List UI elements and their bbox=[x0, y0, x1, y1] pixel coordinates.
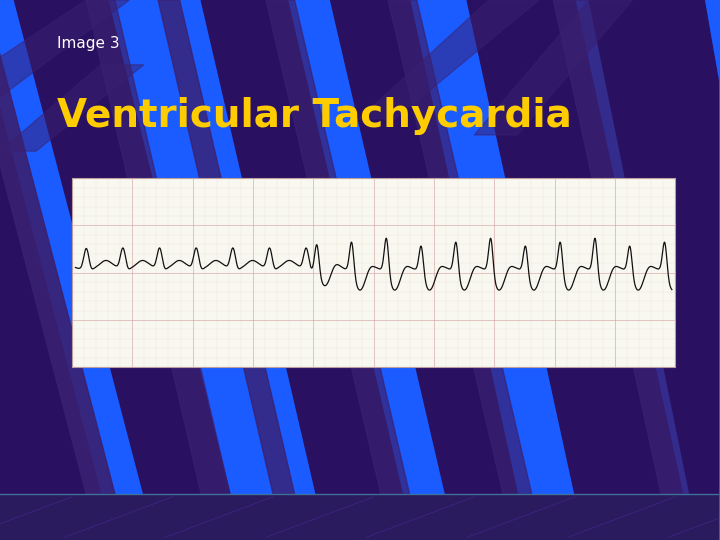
Polygon shape bbox=[14, 0, 230, 494]
Polygon shape bbox=[0, 0, 101, 494]
Text: Image 3: Image 3 bbox=[58, 36, 120, 51]
Bar bbox=[0, 494, 719, 540]
Polygon shape bbox=[158, 0, 294, 494]
Polygon shape bbox=[0, 0, 115, 494]
Polygon shape bbox=[467, 0, 683, 494]
Text: Ventricular Tachycardia: Ventricular Tachycardia bbox=[58, 97, 572, 135]
Bar bbox=[72, 178, 675, 367]
Polygon shape bbox=[330, 0, 518, 494]
Polygon shape bbox=[0, 0, 36, 494]
Polygon shape bbox=[474, 0, 632, 135]
Polygon shape bbox=[86, 0, 230, 494]
Polygon shape bbox=[589, 0, 720, 494]
Polygon shape bbox=[359, 0, 539, 119]
Polygon shape bbox=[0, 65, 144, 151]
Polygon shape bbox=[266, 0, 410, 494]
Polygon shape bbox=[0, 0, 130, 97]
Polygon shape bbox=[201, 0, 402, 494]
Polygon shape bbox=[388, 0, 532, 494]
Polygon shape bbox=[554, 0, 704, 494]
